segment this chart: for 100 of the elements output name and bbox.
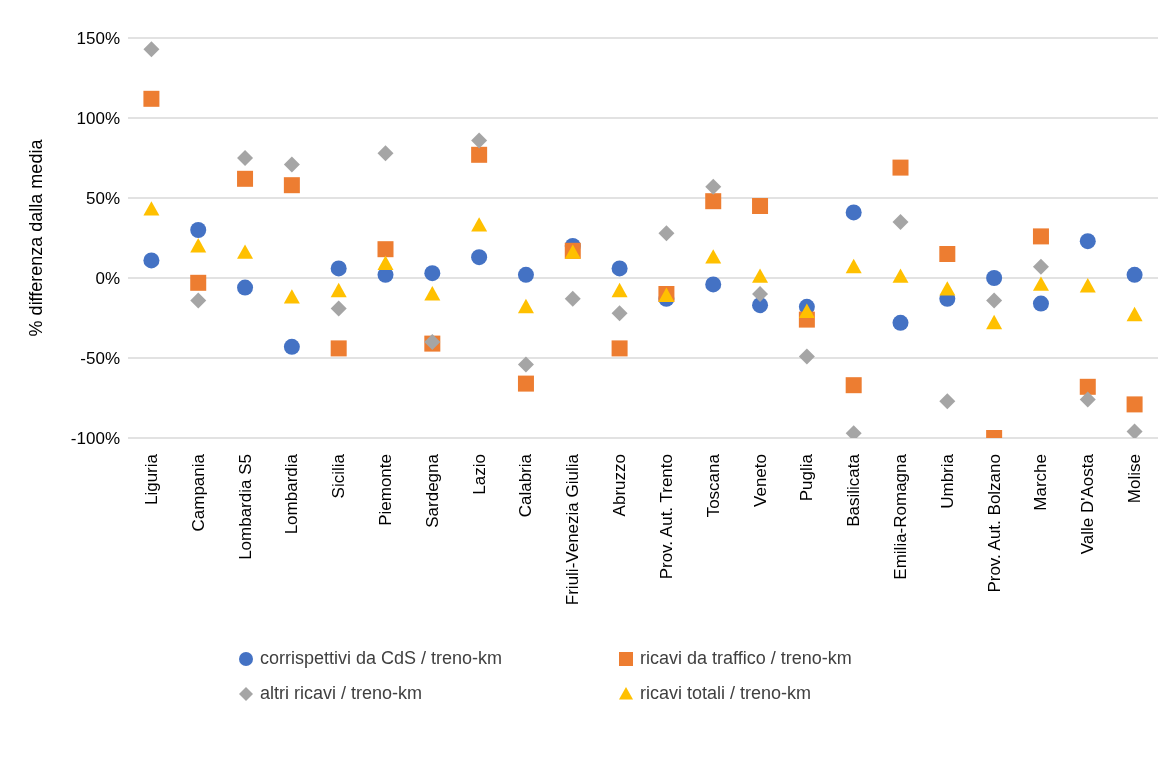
point (845, 204, 862, 221)
point (377, 241, 394, 258)
point (705, 249, 722, 264)
point (939, 393, 956, 410)
point (705, 178, 722, 195)
point (1032, 228, 1049, 245)
y-tick-label: 50% (85, 189, 120, 209)
point (705, 276, 722, 293)
point (143, 90, 160, 107)
x-tick-label: Sardegna (422, 453, 442, 528)
point (471, 217, 488, 232)
point (892, 314, 909, 331)
point (517, 375, 534, 392)
x-tick-label: Calabria (516, 453, 536, 518)
y-tick-label: 100% (76, 109, 120, 129)
point (611, 260, 628, 277)
point (190, 238, 207, 253)
point (1079, 233, 1096, 250)
point (752, 198, 769, 214)
point (1079, 391, 1096, 408)
x-tick-label: Veneto (750, 454, 770, 507)
point (190, 274, 207, 291)
point (1126, 423, 1143, 438)
point (939, 281, 956, 296)
point (798, 303, 815, 318)
point (330, 282, 347, 298)
point (143, 201, 160, 216)
x-tick-label: Piemonte (376, 454, 395, 526)
point (611, 282, 628, 298)
x-tick-label: Umbria (937, 453, 957, 509)
point (377, 255, 394, 270)
legend-label: corrispettivi da CdS / treno-km (260, 648, 503, 669)
point (517, 266, 534, 283)
x-tick-label: Abruzzo (610, 454, 630, 517)
point (986, 292, 1003, 309)
point (237, 150, 254, 166)
point (1126, 306, 1143, 322)
point (892, 214, 909, 230)
x-tick-label: Valle D'Aosta (1078, 453, 1098, 555)
x-tick-label: Sicilia (329, 453, 349, 499)
x-tick-label: Friuli-Venezia Giulia (563, 453, 583, 606)
point (517, 298, 534, 314)
point (190, 292, 207, 309)
y-tick-label: 0% (95, 269, 120, 289)
point (143, 41, 160, 58)
point (845, 377, 862, 394)
point (283, 177, 300, 194)
point (237, 170, 254, 187)
x-tick-label: Puglia (797, 453, 817, 502)
point (377, 145, 394, 162)
point (471, 146, 488, 163)
point (845, 258, 862, 274)
point (892, 268, 909, 283)
y-axis-title: % differenza dalla media (26, 138, 47, 337)
point (1126, 266, 1143, 283)
x-tick-label: Molise (1125, 454, 1145, 504)
x-tick-label: Liguria (141, 453, 161, 506)
point (892, 159, 909, 176)
point (1079, 278, 1096, 293)
point (330, 300, 347, 317)
x-tick-label: Emilia-Romagna (891, 453, 910, 580)
point (658, 225, 675, 242)
x-tick-label: Basilicata (844, 453, 864, 527)
point (237, 244, 254, 259)
point (471, 249, 488, 266)
point (564, 290, 581, 307)
legend-label: ricavi totali / treno-km (640, 683, 812, 704)
x-tick-label: Marche (1031, 454, 1051, 511)
point (283, 156, 300, 173)
point (611, 305, 628, 322)
x-tick-label: Lazio (469, 454, 489, 495)
point (283, 289, 300, 304)
point (471, 132, 488, 149)
point (939, 246, 956, 262)
x-tick-label: Toscana (703, 453, 723, 518)
y-tick-label: -100% (70, 429, 120, 449)
point (1032, 276, 1049, 291)
point (1032, 258, 1049, 275)
point (424, 286, 441, 301)
point (283, 338, 300, 355)
point (1126, 396, 1143, 413)
point (752, 286, 769, 302)
point (424, 265, 441, 282)
y-tick-label: 150% (76, 29, 120, 49)
point (798, 348, 815, 365)
y-tick-label: -50% (80, 349, 120, 369)
point (330, 260, 347, 277)
x-tick-label: Campania (188, 453, 208, 532)
point (611, 340, 628, 357)
point (705, 193, 722, 210)
x-tick-label: Lombardia S5 (235, 454, 255, 560)
x-tick-label: Prov. Aut. Trento (656, 454, 676, 580)
point (1032, 295, 1049, 312)
point (330, 340, 347, 357)
x-tick-label: Lombardia (282, 453, 302, 535)
point (517, 356, 534, 373)
point (986, 270, 1003, 286)
legend-label: altri ricavi / treno-km (260, 683, 423, 704)
legend-label: ricavi da traffico / treno-km (640, 648, 852, 669)
point (143, 252, 160, 269)
